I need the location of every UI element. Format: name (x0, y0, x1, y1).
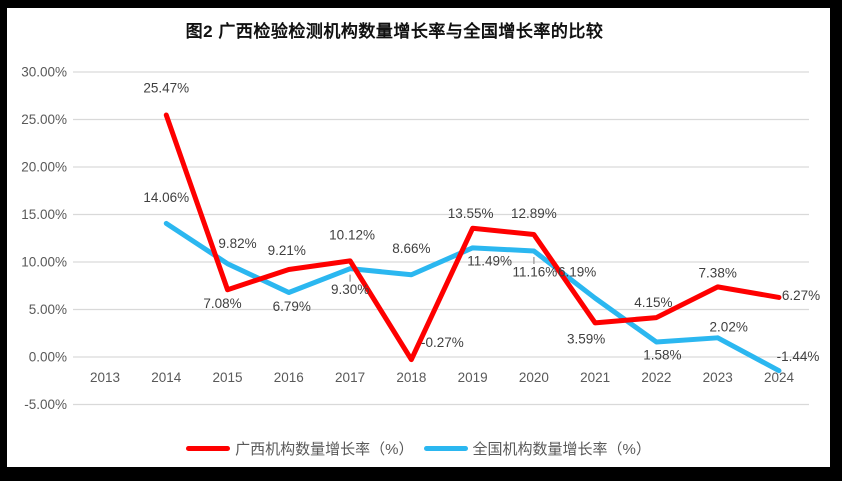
data-label-guangxi: 9.21% (268, 243, 306, 258)
x-axis-tick-label: 2013 (90, 370, 120, 385)
data-label-guangxi: 3.59% (567, 331, 605, 346)
series-line-national (163, 220, 782, 374)
legend-item-national: 全国机构数量增长率（%） (423, 438, 651, 459)
legend-label-national: 全国机构数量增长率（%） (472, 441, 651, 458)
x-axis-tick-label: 2021 (580, 370, 610, 385)
y-axis-tick-label: 0.00% (29, 350, 67, 365)
y-axis-tick-label: 25.00% (21, 112, 67, 127)
data-label-guangxi: 12.89% (511, 206, 557, 221)
line-chart-plot: -5.00% 0.00% 5.00% 10.00% 15.00% 20.00% 25.00%… (21, 65, 820, 413)
y-axis-tick-label: 5.00% (29, 302, 67, 317)
chart-legend: 广西机构数量增长率（%） 全国机构数量增长率（%） (7, 438, 830, 459)
data-label-national: 11.16% (512, 264, 557, 279)
legend-label-guangxi: 广西机构数量增长率（%） (235, 441, 414, 458)
y-axis-tick-label: 20.00% (21, 160, 67, 175)
data-label-national: 9.82% (218, 236, 256, 251)
legend-item-guangxi: 广西机构数量增长率（%） (186, 438, 414, 459)
x-axis-tick-label: 2024 (764, 370, 795, 385)
data-label-guangxi: 7.38% (699, 265, 737, 280)
x-axis-tick-label: 2018 (396, 370, 426, 385)
data-label-guangxi: 7.08% (203, 296, 241, 311)
x-axis-tick-label: 2016 (274, 370, 304, 385)
y-axis-tick-label: 30.00% (21, 65, 67, 80)
x-axis-tick-label: 2019 (458, 370, 488, 385)
data-label-guangxi: 10.12% (329, 227, 375, 242)
legend-swatch-national-blue-line (423, 446, 468, 451)
y-axis-tick-label: -5.00% (24, 397, 67, 412)
data-label-national: 11.49% (467, 253, 512, 268)
x-axis-tick-label: 2014 (151, 370, 182, 385)
x-axis-tick-label: 2023 (703, 370, 733, 385)
data-label-guangxi: 13.55% (448, 206, 494, 221)
data-label-national: 1.58% (643, 347, 681, 362)
data-label-national: 14.06% (143, 190, 189, 205)
y-axis-tick-label: 15.00% (21, 207, 67, 222)
data-label-guangxi: 4.15% (634, 295, 672, 310)
data-label-national: 9.30% (331, 282, 369, 297)
data-label-national: 6.79% (273, 299, 311, 314)
chart-title: 图2 广西检验检测机构数量增长率与全国增长率的比较 (185, 22, 604, 41)
data-label-national: 6.19% (558, 265, 596, 280)
legend-swatch-guangxi-red-line (186, 446, 231, 451)
data-label-national: -1.44% (777, 349, 820, 364)
x-axis-tick-label: 2017 (335, 370, 365, 385)
data-label-guangxi: 25.47% (143, 81, 189, 96)
x-axis-tick-label: 2015 (213, 370, 243, 385)
y-axis-tick-label: 10.00% (21, 255, 67, 270)
x-axis-tick-label: 2020 (519, 370, 549, 385)
data-label-guangxi: 6.27% (782, 288, 820, 303)
data-label-guangxi: -0.27% (421, 335, 464, 350)
data-label-national: 2.02% (710, 319, 748, 334)
data-label-national: 8.66% (392, 241, 430, 256)
series-line-guangxi (163, 112, 782, 363)
x-axis-tick-label: 2022 (641, 370, 671, 385)
